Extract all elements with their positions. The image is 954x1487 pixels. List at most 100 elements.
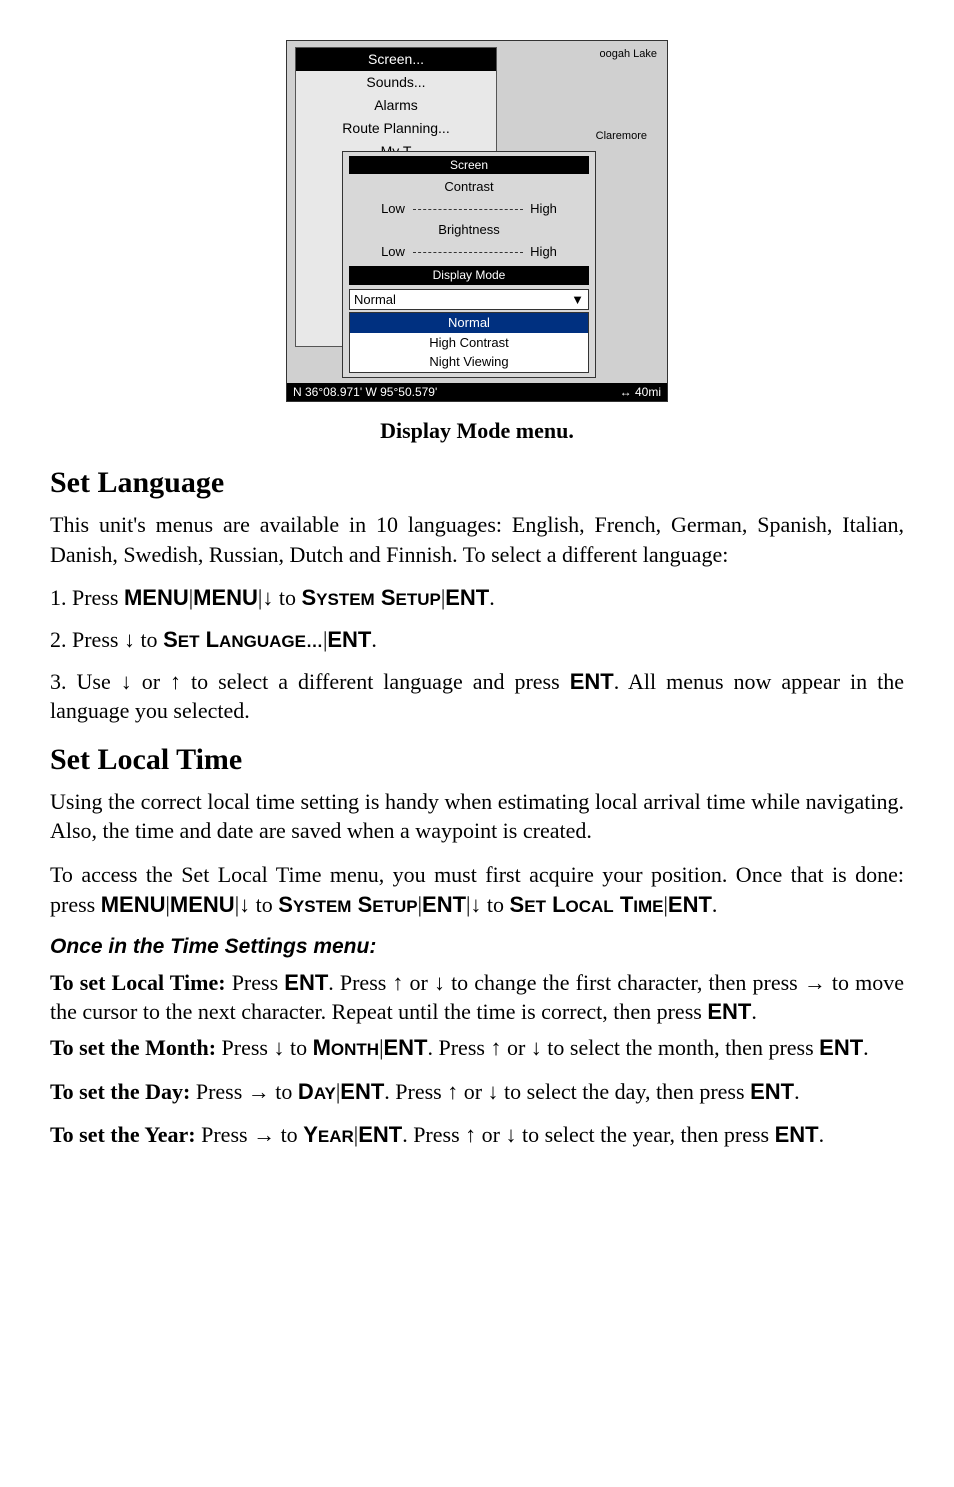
period: .	[489, 585, 495, 610]
label-s: S	[278, 892, 293, 917]
contrast-low: Low	[381, 201, 405, 216]
label-rest: ANGUAGE…	[219, 632, 323, 651]
label-s: S	[351, 892, 372, 917]
label-l: L	[546, 892, 566, 917]
period: .	[819, 1122, 825, 1147]
key-ent: ENT	[668, 892, 712, 917]
map-label: Claremore	[596, 129, 647, 144]
label: To set Local Time:	[50, 970, 226, 995]
figure-display-mode: Screen... Sounds... Alarms Route Plannin…	[50, 40, 904, 445]
text: Press ↓ to	[216, 1035, 313, 1060]
label: To set the Day:	[50, 1079, 190, 1104]
status-left: N 36°08.971' W 95°50.579'	[293, 384, 437, 400]
label-s: S	[163, 627, 178, 652]
screenshot-mock: Screen... Sounds... Alarms Route Plannin…	[286, 40, 668, 402]
label-d: D	[298, 1079, 314, 1104]
label-s: S	[510, 892, 525, 917]
set-language-intro: This unit's menus are available in 10 la…	[50, 510, 904, 569]
figure-caption: Display Mode menu.	[50, 416, 904, 446]
period: .	[712, 892, 718, 917]
set-year-detail: To set the Year: Press → to YEAR|ENT. Pr…	[50, 1120, 904, 1150]
screen-popup: Screen Contrast Low High Brightness Low …	[342, 151, 596, 378]
set-month-detail: To set the Month: Press ↓ to MONTH|ENT. …	[50, 1033, 904, 1063]
set-local-time-access: To access the Set Local Time menu, you m…	[50, 860, 904, 919]
label-rest: EAR	[318, 1127, 354, 1146]
label-rest: ETUP	[372, 897, 417, 916]
text: to	[250, 892, 278, 917]
menu-item: Alarms	[296, 94, 496, 117]
period: .	[863, 1035, 869, 1060]
menu-title: Screen...	[296, 48, 496, 71]
contrast-slider-row: Low High	[349, 200, 589, 218]
key-ent: ENT	[775, 1122, 819, 1147]
set-local-time-intro: Using the correct local time setting is …	[50, 787, 904, 846]
key-ent: ENT	[384, 1035, 428, 1060]
label-s: S	[301, 585, 316, 610]
text: 1. Press	[50, 585, 124, 610]
combo-value: Normal	[354, 291, 396, 309]
key-ent: ENT	[570, 669, 614, 694]
subheading-time-settings: Once in the Time Settings menu:	[50, 933, 904, 961]
text: . Press ↑ or ↓ to select the day, then p…	[384, 1079, 750, 1104]
key-ent: ENT	[340, 1079, 384, 1104]
label-rest: ETUP	[396, 590, 441, 609]
step-2: 2. Press ↓ to SET LANGUAGE…|ENT.	[50, 625, 904, 655]
label-rest: OCAL	[566, 897, 614, 916]
label-rest: ONTH	[331, 1040, 379, 1059]
slider-track	[413, 252, 523, 253]
heading-set-language: Set Language	[50, 463, 904, 504]
label-rest: YSTEM	[316, 590, 375, 609]
label: To set the Year:	[50, 1122, 196, 1147]
label-rest: IME	[633, 897, 663, 916]
step-1: 1. Press MENU|MENU|↓ to SYSTEM SETUP|ENT…	[50, 583, 904, 613]
text: . Press ↑ or ↓ to select the month, then…	[428, 1035, 820, 1060]
key-menu: MENU	[193, 585, 258, 610]
step-3: 3. Use ↓ or ↑ to select a different lang…	[50, 667, 904, 726]
brightness-slider-row: Low High	[349, 243, 589, 261]
option: High Contrast	[350, 333, 588, 353]
brightness-label: Brightness	[349, 221, 589, 239]
label-m: M	[313, 1035, 331, 1060]
text: to	[481, 892, 509, 917]
contrast-label: Contrast	[349, 178, 589, 196]
brightness-high: High	[530, 244, 557, 259]
popup-title: Screen	[349, 156, 589, 174]
arrow: ↓	[262, 585, 273, 610]
status-bar: N 36°08.971' W 95°50.579' ↔ 40mi	[287, 383, 667, 401]
text: 3. Use ↓ or ↑ to select a different lang…	[50, 669, 570, 694]
display-mode-combo: Normal ▼	[349, 289, 589, 311]
label: To set the Month:	[50, 1035, 216, 1060]
text: Press → to	[196, 1122, 304, 1147]
slider-track	[413, 209, 523, 210]
chevron-down-icon: ▼	[571, 291, 584, 309]
text: to	[273, 585, 301, 610]
option-selected: Normal	[350, 313, 588, 333]
text: Press → to	[190, 1079, 298, 1104]
key-menu: MENU	[101, 892, 166, 917]
arrow: ↓	[470, 892, 481, 917]
key-ent: ENT	[445, 585, 489, 610]
arrow: ↓	[239, 892, 250, 917]
set-day-detail: To set the Day: Press → to DAY|ENT. Pres…	[50, 1077, 904, 1107]
label-t: T	[614, 892, 634, 917]
menu-item: Route Planning...	[296, 117, 496, 140]
set-local-time-detail: To set Local Time: Press ENT. Press ↑ or…	[50, 968, 904, 1027]
label-s: S	[375, 585, 396, 610]
key-menu: MENU	[124, 585, 189, 610]
label-y: Y	[303, 1122, 318, 1147]
label-rest: YSTEM	[293, 897, 352, 916]
key-ent: ENT	[819, 1035, 863, 1060]
heading-set-local-time: Set Local Time	[50, 740, 904, 781]
contrast-high: High	[530, 201, 557, 216]
status-right: ↔ 40mi	[620, 384, 661, 400]
key-ent: ENT	[358, 1122, 402, 1147]
brightness-low: Low	[381, 244, 405, 259]
display-mode-label: Display Mode	[349, 266, 589, 284]
label-l: L	[199, 627, 219, 652]
key-ent: ENT	[750, 1079, 794, 1104]
key-ent: ENT	[707, 999, 751, 1024]
key-ent: ENT	[284, 970, 328, 995]
key-ent: ENT	[422, 892, 466, 917]
text: . Press ↑ or ↓ to select the year, then …	[402, 1122, 774, 1147]
label-rest: ET	[524, 897, 546, 916]
